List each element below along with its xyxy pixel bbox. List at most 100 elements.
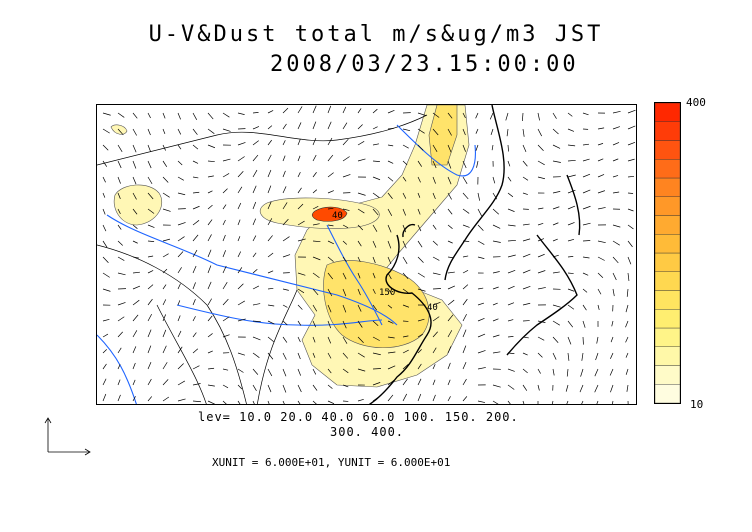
wind-vector [162,396,170,402]
wind-vector [625,304,629,313]
wind-vector [237,352,246,356]
wind-vector [507,400,511,404]
wind-vector [567,352,570,361]
wind-vector [507,302,515,306]
wind-vector [387,288,393,294]
wind-vector [297,304,303,310]
wind-vector [267,235,273,242]
wind-vector [117,192,121,199]
wind-vector [252,235,257,242]
wind-vector [537,144,544,151]
wind-vector [551,400,554,404]
wind-vector [387,351,396,354]
wind-vector [162,329,167,338]
wind-vector [117,160,122,169]
wind-vector [132,224,138,229]
wind-vector [447,396,451,402]
wind-vector [192,205,200,210]
wind-vector [417,176,421,183]
wind-vector [162,362,168,370]
wind-vector [207,298,212,306]
wind-vector [357,304,362,312]
wind-vector [507,368,515,372]
wind-vector [402,288,409,294]
wind-vector [387,176,394,182]
wind-vector [492,318,499,322]
wind-vector [537,368,541,374]
wind-vector [147,284,154,290]
wind-vector [252,320,261,323]
wind-vector [432,331,438,338]
wind-vector [162,253,169,258]
wind-vector [552,222,559,226]
wind-vector [147,298,153,306]
wind-vector [596,336,599,344]
wind-vector [492,224,501,229]
wind-vector [327,352,332,359]
wind-vector [102,176,106,183]
wind-vector [432,224,437,230]
wind-vector [581,400,584,404]
wind-vector [612,240,620,246]
wind-vector [267,270,274,274]
wind-vector [162,299,167,306]
wind-vector [132,330,138,338]
wind-vector [552,320,560,326]
wind-vector [132,128,137,136]
wind-vector [609,368,614,376]
wind-vector [237,236,241,242]
wind-vector [402,256,408,264]
wind-vector [567,189,576,194]
dust-high [311,206,348,222]
wind-vector [417,349,422,354]
wind-vector [267,201,272,210]
wind-vector [489,112,494,120]
wind-vector [432,160,437,169]
wind-vector [522,160,528,167]
wind-vector [252,336,261,341]
wind-vector [627,141,636,146]
wind-vector [372,224,378,232]
wind-vector [192,128,198,135]
wind-vector [594,368,599,377]
wind-vector [192,112,198,120]
wind-vector [462,396,468,402]
wind-vector [342,224,349,229]
wind-vector [447,256,455,259]
wind-vector [282,218,289,226]
wind-vector [537,112,540,121]
wind-vector [477,367,486,370]
wind-vector [627,109,636,114]
wind-vector [387,127,395,130]
wind-vector [357,336,364,343]
wind-vector [102,160,108,167]
wind-vector [447,330,453,338]
contour-label: 40 [427,303,438,313]
wind-vector [552,254,559,258]
wind-vector [612,191,620,194]
wind-vector [102,128,110,134]
wind-vector [312,240,321,243]
wind-vector [192,265,197,274]
wind-vector [312,288,319,296]
wind-vector [312,320,317,328]
wind-vector [327,172,334,178]
wind-vector [237,112,245,115]
wind-vector [342,156,350,162]
wind-vector [372,336,380,341]
wind-vector [537,160,545,166]
wind-vector [237,156,245,162]
wind-vector [117,316,125,322]
wind-vector [297,336,301,343]
wind-vector [462,345,467,354]
wind-vector [402,349,409,354]
wind-vector [537,270,546,274]
colorbar-swatch [654,365,681,385]
wind-vector [267,368,273,377]
wind-vector [567,336,572,345]
wind-vector [522,384,528,391]
wind-vector [492,208,500,215]
colorbar-swatch [654,327,681,347]
wind-vector [582,143,590,146]
wind-vector [252,285,260,290]
